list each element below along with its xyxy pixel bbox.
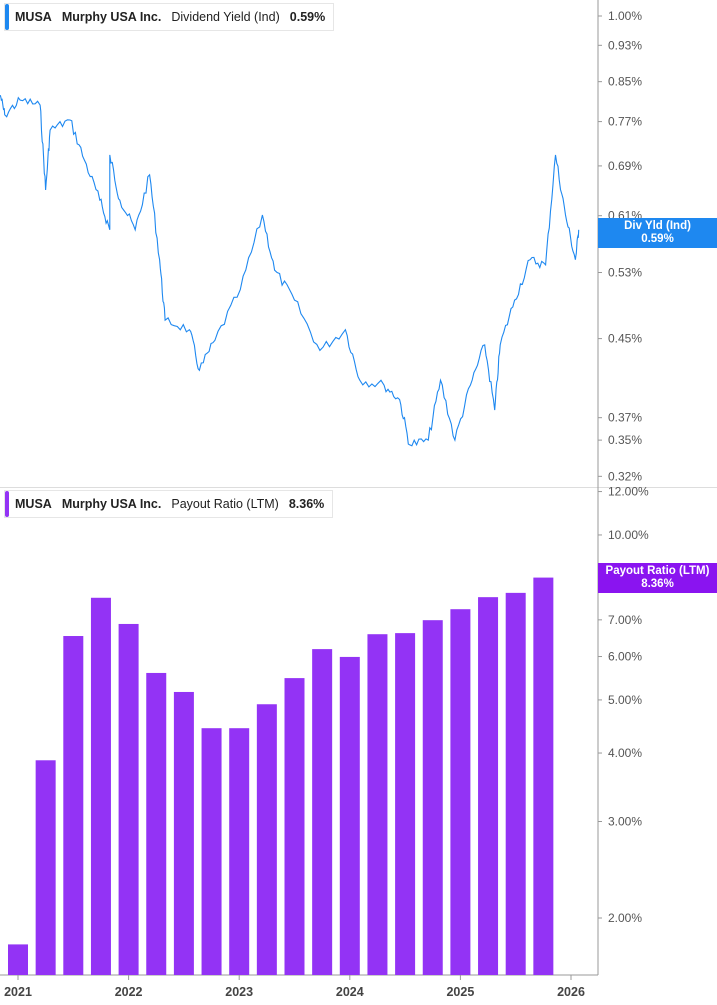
y-tick-label: 3.00%: [608, 814, 642, 828]
payout-bar: [118, 623, 139, 975]
payout-bar: [367, 634, 388, 975]
y-tick-label: 0.77%: [608, 115, 642, 129]
payout-bar: [284, 678, 305, 975]
y-tick-label: 0.53%: [608, 265, 642, 279]
y-tick-label: 4.00%: [608, 746, 642, 760]
y-tick-label: 0.45%: [608, 332, 642, 346]
x-tick-label: 2023: [225, 985, 253, 999]
yield-legend-swatch: [5, 4, 9, 30]
y-tick-label: 10.00%: [608, 528, 649, 542]
legend-value: 0.59%: [289, 10, 326, 24]
y-tick-label: 5.00%: [608, 693, 642, 707]
y-tick-label: 0.85%: [608, 75, 642, 89]
y-tick-label: 6.00%: [608, 650, 642, 664]
y-tick-label: 0.32%: [608, 469, 642, 483]
x-tick-label: 2025: [446, 985, 474, 999]
payout-bar: [8, 944, 28, 975]
payout-bar: [312, 649, 333, 975]
payout-legend: MUSA Murphy USA Inc. Payout Ratio (LTM) …: [4, 490, 334, 518]
tag-label: Payout Ratio (LTM): [605, 565, 710, 577]
payout-bar: [90, 597, 111, 975]
payout-bar: [201, 728, 222, 975]
y-tick-label: 12.00%: [608, 485, 649, 499]
payout-bar: [173, 691, 194, 975]
y-tick-label: 0.69%: [608, 159, 642, 173]
y-tick-label: 7.00%: [608, 613, 642, 627]
legend-company: Murphy USA Inc.: [61, 10, 162, 24]
x-tick-label: 2021: [4, 985, 32, 999]
dividend-yield-line: [0, 95, 580, 447]
yield-legend: MUSA Murphy USA Inc. Dividend Yield (Ind…: [4, 3, 335, 31]
legend-metric: Payout Ratio (LTM): [171, 497, 279, 511]
tag-value: 0.59%: [641, 233, 674, 245]
y-tick-label: 0.93%: [608, 38, 642, 52]
payout-bar: [256, 704, 277, 975]
legend-metric: Dividend Yield (Ind): [171, 10, 280, 24]
y-tick-label: 2.00%: [608, 911, 642, 925]
yield-value-tag: Div Yld (Ind) 0.59%: [598, 218, 717, 248]
payout-bar: [478, 597, 499, 975]
tag-value: 8.36%: [641, 578, 674, 590]
x-tick-label: 2022: [115, 985, 143, 999]
legend-company: Murphy USA Inc.: [61, 497, 162, 511]
payout-bar: [339, 656, 360, 975]
payout-bar: [63, 636, 84, 975]
payout-bar: [146, 672, 167, 975]
legend-ticker: MUSA: [15, 10, 52, 24]
x-tick-label: 2024: [336, 985, 364, 999]
payout-value-tag: Payout Ratio (LTM) 8.36%: [598, 563, 717, 593]
y-tick-label: 1.00%: [608, 9, 642, 23]
x-tick-label: 2026: [557, 985, 585, 999]
payout-bar: [505, 592, 526, 975]
legend-ticker: MUSA: [15, 497, 52, 511]
y-tick-label: 0.35%: [608, 433, 642, 447]
payout-legend-swatch: [5, 491, 9, 517]
payout-bar: [229, 728, 250, 975]
payout-bar: [35, 760, 56, 975]
payout-bar: [395, 633, 416, 975]
payout-bar: [450, 609, 471, 975]
legend-value: 8.36%: [288, 497, 325, 511]
tag-label: Div Yld (Ind): [624, 220, 691, 232]
payout-bar: [533, 577, 554, 975]
y-tick-label: 0.37%: [608, 411, 642, 425]
payout-bar: [422, 620, 443, 975]
